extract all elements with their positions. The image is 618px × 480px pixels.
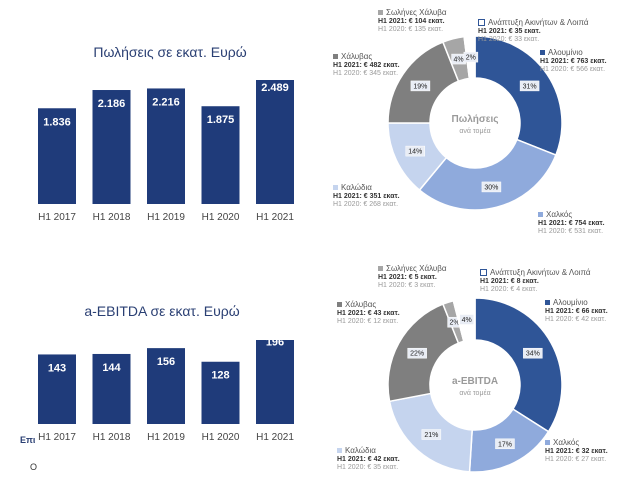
legend-marker-icon [545, 300, 550, 306]
slice-pct-box [410, 80, 431, 92]
bar-3 [147, 348, 185, 424]
slice-pct-box [463, 51, 479, 63]
legend-marker-icon [378, 266, 383, 272]
slice-pct-label: 31% [523, 83, 537, 90]
sales-bar-chart: 1.836 H1 2017 2.186 H1 2018 2.216 H1 2019 1.87… [38, 80, 294, 223]
slice-pct-box [495, 438, 515, 450]
slice-pct-label: 4% [454, 57, 464, 64]
bar-value-label: 143 [48, 362, 66, 374]
slice-pct-label: 2% [466, 55, 476, 62]
donut-center-subtitle: ανά τομέα [459, 389, 490, 397]
bar-value-label: 2.489 [261, 82, 289, 94]
category-label: H1 2019 [147, 432, 185, 443]
slice-pct-label: 21% [424, 432, 438, 439]
donut-center-subtitle: ανά τομέα [459, 127, 490, 135]
legend-marker-icon [545, 440, 550, 446]
slice-pct-label: 4% [462, 317, 472, 324]
category-label: H1 2020 [202, 212, 240, 223]
ebitda-label-steel: Χάλυβας H1 2021: € 43 εκατ. H1 2020: € 1… [337, 300, 400, 325]
ebitda-bar-chart: 143 H1 2017 144 H1 2018 156 H1 2019 128 H1 2020… [38, 340, 294, 443]
legend-marker-icon [540, 50, 545, 56]
legend-marker-icon [478, 19, 485, 27]
bar-value-label: 156 [157, 356, 175, 368]
category-label: H1 2021 [256, 212, 294, 223]
slice-pct-label: 2% [450, 320, 460, 327]
sales-label-aluminium: Αλουμίνιο H1 2021: € 763 εκατ. H1 2020: … [540, 48, 607, 73]
slice-pct-box [519, 80, 540, 92]
slice-pct-box [481, 181, 502, 193]
bar-value-label: 128 [211, 370, 229, 382]
legend-marker-icon [333, 54, 338, 60]
slice-pct-box [459, 314, 474, 325]
legend-marker-icon [538, 212, 543, 218]
category-label: H1 2019 [147, 212, 185, 223]
donut-center-title: Πωλήσεις [452, 114, 499, 125]
bar-4 [201, 106, 240, 204]
legend-marker-icon [480, 269, 487, 277]
sales-label-steel: Χάλυβας H1 2021: € 482 εκατ. H1 2020: € … [333, 52, 400, 77]
bar-value-label: 196 [266, 340, 284, 349]
ebitda-label-steel-pipes: Σωλήνες Χάλυβα H1 2021: € 5 εκατ. H1 202… [378, 264, 447, 289]
sales-label-steel-pipes: Σωλήνες Χάλυβα H1 2021: € 104 εκατ. H1 2… [378, 8, 447, 33]
slice-pct-label: 22% [410, 351, 424, 358]
slice-pct-label: 34% [526, 351, 540, 358]
legend-marker-icon [337, 302, 342, 308]
sales-label-copper: Χαλκός H1 2021: € 754 εκατ. H1 2020: € 5… [538, 210, 605, 235]
category-label: H1 2017 [38, 432, 76, 443]
bar-value-label: 1.836 [43, 116, 71, 128]
ebitda-label-aluminium: Αλουμίνιο H1 2021: € 66 εκατ. H1 2020: €… [545, 298, 608, 323]
slice-pct-box [407, 347, 427, 359]
bar-3 [147, 88, 185, 204]
bar-1 [38, 108, 76, 204]
donut-slice-1 [474, 35, 563, 157]
category-label: H1 2017 [38, 212, 76, 223]
slice-pct-label: 19% [413, 83, 427, 90]
slice-pct-box [405, 145, 426, 157]
ebitda-chart-title: a-EBITDA σε εκατ. Ευρώ [84, 303, 240, 319]
bar-value-label: 144 [102, 362, 121, 374]
ebitda-donut-chart: 34% 17% 21% 22% 2% 4% a-EBITDA ανά τομέα [387, 297, 563, 473]
slice-pct-box [421, 429, 442, 440]
sales-label-cables: Καλώδια H1 2021: € 351 εκατ. H1 2020: € … [333, 183, 400, 208]
bar-value-label: 1.875 [207, 114, 235, 126]
bar-1 [38, 354, 76, 424]
bar-2 [92, 90, 131, 204]
footer-heading: Επι [20, 435, 36, 445]
legend-marker-icon [333, 185, 338, 191]
bar-4 [201, 361, 240, 424]
category-label: H1 2020 [202, 432, 240, 443]
slice-pct-label: 17% [498, 441, 512, 448]
donut-slice-1 [474, 297, 563, 433]
donut-slice-2 [418, 138, 557, 211]
category-label: H1 2021 [256, 432, 294, 443]
legend-marker-icon [378, 10, 383, 16]
slice-pct-label: 14% [408, 149, 422, 156]
footer-text: Ο [30, 462, 38, 472]
ebitda-label-real-estate: Ανάπτυξη Ακινήτων & Λοιπά H1 2021: € 8 ε… [480, 268, 591, 293]
bar-5 [256, 80, 294, 204]
ebitda-label-cables: Καλώδια H1 2021: € 42 εκατ. H1 2020: € 3… [337, 446, 400, 471]
legend-marker-icon [337, 448, 342, 454]
ebitda-label-copper: Χαλκός H1 2021: € 32 εκατ. H1 2020: € 27… [545, 438, 608, 463]
bar-value-label: 2.216 [152, 96, 180, 108]
donut-center-title: a-EBITDA [452, 376, 498, 387]
sales-chart-title: Πωλήσεις σε εκατ. Ευρώ [93, 44, 247, 60]
bar-5 [256, 340, 294, 424]
bar-value-label: 2.186 [98, 98, 126, 110]
category-label: H1 2018 [93, 432, 131, 443]
sales-label-real-estate: Ανάπτυξη Ακινήτων & Λοιπά H1 2021: € 35 … [478, 18, 589, 43]
slice-pct-box [523, 347, 543, 359]
bar-2 [92, 353, 131, 424]
sales-donut-chart: 31% 30% 14% 19% 4% 2% Πωλήσεις ανά τομέα [387, 35, 563, 211]
slice-pct-label: 30% [484, 184, 498, 191]
category-label: H1 2018 [93, 212, 131, 223]
